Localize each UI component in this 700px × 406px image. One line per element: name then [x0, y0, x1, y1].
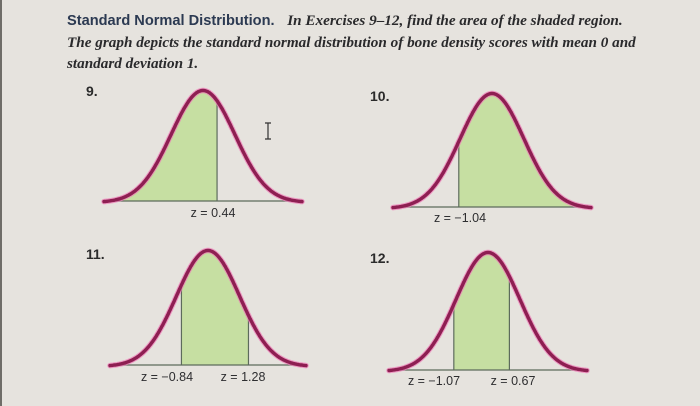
normal-density-curve: [391, 91, 593, 210]
z-label-10: z = −1.04: [433, 211, 487, 225]
instructions-line-2: The graph depicts the standard normal di…: [67, 34, 636, 51]
z-label-11-left: z = −0.84: [140, 370, 194, 384]
exercise-instructions: Standard Normal Distribution. In Exercis…: [67, 10, 667, 74]
page-edge: [0, 0, 2, 406]
normal-density-curve: [102, 88, 304, 204]
exercise-number-9: 9.: [86, 83, 98, 99]
figure-10-normal-curve: [390, 90, 594, 211]
normal-density-curve: [387, 250, 589, 373]
z-label-9: z = 0.44: [190, 206, 236, 220]
instructions-line-1: Standard Normal Distribution. In Exercis…: [67, 10, 667, 32]
instructions-text: In Exercises 9–12, find the area of the …: [287, 12, 623, 29]
text-cursor-icon: [265, 122, 271, 140]
shaded-region: [453, 252, 510, 370]
instructions-line-3: standard deviation 1.: [67, 55, 199, 72]
exercise-number-12: 12.: [370, 250, 390, 266]
normal-density-curve: [108, 248, 308, 368]
shaded-region: [104, 90, 218, 202]
z-label-11-right: z = 1.28: [220, 370, 266, 384]
z-label-12-right: z = 0.67: [490, 374, 536, 388]
figure-12-normal-curve: [386, 249, 590, 374]
shaded-region: [458, 93, 591, 208]
exercise-number-10: 10.: [370, 88, 390, 104]
section-heading: Standard Normal Distribution.: [67, 13, 275, 29]
figure-9-normal-curve: [101, 87, 305, 205]
figure-11-normal-curve: [107, 247, 309, 369]
exercise-number-11: 11.: [86, 246, 105, 262]
z-label-12-left: z = −1.07: [407, 374, 461, 388]
